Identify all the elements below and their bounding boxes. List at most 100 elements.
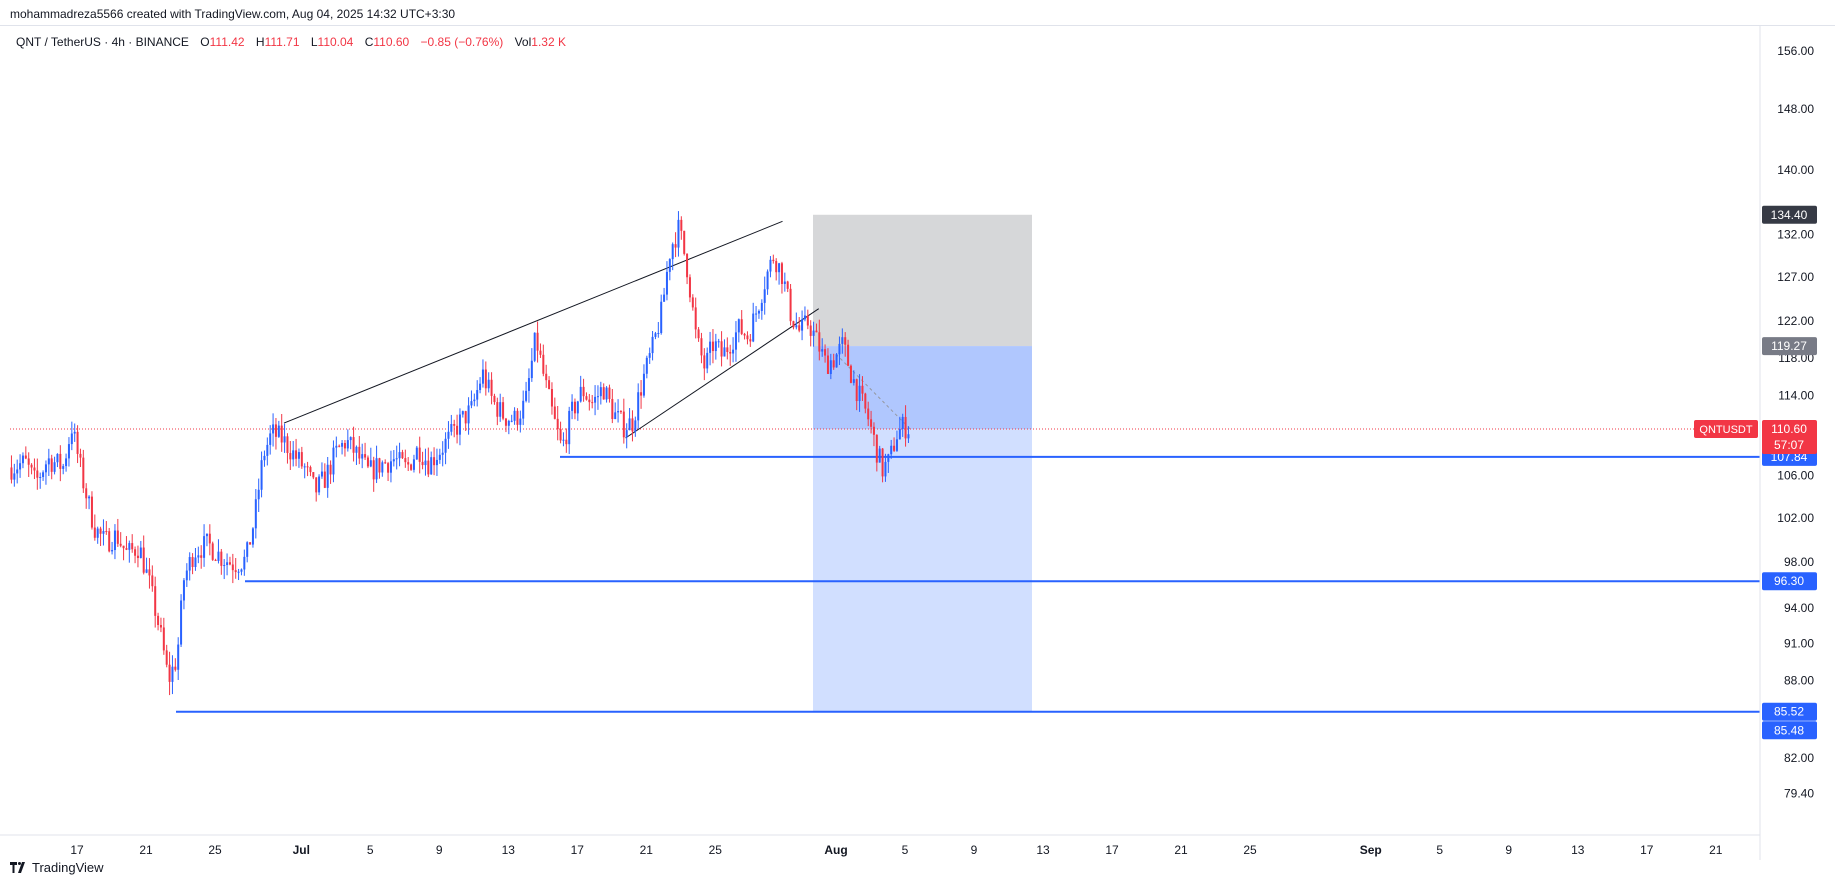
candle-body <box>602 387 605 400</box>
candle-body <box>806 315 809 326</box>
candle-body <box>631 418 634 432</box>
candle-body <box>323 471 326 488</box>
candle-body <box>568 410 571 445</box>
candle-body <box>504 418 507 426</box>
time-axis[interactable]: 17 21 25 Jul 5 9 13 17 21 25 Aug 5 9 13 17 21 25 Sep 5 9 13 1… <box>0 834 1760 857</box>
candle-body <box>674 244 677 248</box>
candle-body <box>47 458 50 465</box>
candle-body <box>783 281 786 284</box>
candle-body <box>266 444 269 456</box>
candle-body <box>835 354 838 368</box>
candle-body <box>895 439 898 451</box>
candle-body <box>320 471 323 477</box>
candle-body <box>231 564 234 571</box>
extra-price-tag: 85.48 <box>1774 723 1804 737</box>
time-tick-label: 17 <box>571 843 585 857</box>
candle-body <box>812 330 815 336</box>
time-tick-label: 5 <box>902 843 909 857</box>
candle-body <box>197 555 200 558</box>
candle-body <box>847 344 850 366</box>
candle-body <box>826 355 829 375</box>
candle-body <box>306 466 309 468</box>
candle-body <box>364 454 367 458</box>
candle-body <box>162 627 165 651</box>
candle-body <box>683 230 686 254</box>
candle-body <box>303 466 306 468</box>
candle-body <box>13 473 16 480</box>
candle-body <box>226 562 229 566</box>
candle-body <box>272 424 275 434</box>
candle-body <box>441 452 444 455</box>
candle-body <box>154 586 157 616</box>
candle-body <box>246 542 249 557</box>
candle-body <box>93 527 96 538</box>
candle-body <box>211 543 214 560</box>
candle-body <box>205 533 208 537</box>
candle-body <box>881 448 884 477</box>
price-tick-label: 102.00 <box>1777 511 1814 525</box>
candle-body <box>369 460 372 467</box>
candle-body <box>829 360 832 375</box>
candle-body <box>349 437 352 441</box>
candle-body <box>352 437 355 453</box>
candle-body <box>660 301 663 334</box>
candle-body <box>335 445 338 448</box>
candle-body <box>769 259 772 272</box>
time-tick-label: 17 <box>1105 843 1119 857</box>
current-price-tag: 110.60 <box>1771 422 1807 436</box>
candle-body <box>56 453 59 463</box>
candle-body <box>249 542 252 545</box>
candle-body <box>867 408 870 420</box>
candle-body <box>507 420 510 426</box>
candle-body <box>720 341 723 357</box>
candle-body <box>361 454 364 459</box>
candle-body <box>277 425 280 437</box>
candle-body <box>450 424 453 432</box>
time-tick-label: 9 <box>1505 843 1512 857</box>
candle-body <box>729 352 732 354</box>
candle-body <box>427 460 430 475</box>
candle-body <box>36 470 39 478</box>
horizontal-levels[interactable] <box>10 428 1760 713</box>
extra-price-tag-bg <box>1762 721 1817 740</box>
price-tick-label: 91.00 <box>1784 636 1814 650</box>
candle-body <box>901 416 904 429</box>
candle-body <box>355 446 358 453</box>
candle-body <box>559 429 562 441</box>
candle-body <box>50 458 53 472</box>
candle-body <box>99 528 102 534</box>
candle-body <box>260 460 263 490</box>
candle-body <box>131 543 134 550</box>
candle-body <box>358 446 361 459</box>
time-tick-label: 25 <box>709 843 723 857</box>
candle-body <box>576 401 579 414</box>
candle-body <box>453 424 456 426</box>
position-tool[interactable] <box>813 214 1032 712</box>
candle-body <box>864 393 867 409</box>
legend-high-label: H <box>255 35 265 49</box>
candle-body <box>119 543 122 546</box>
symbol-legend: QNT / TetherUS · 4h · BINANCE O111.42 H1… <box>16 35 566 49</box>
time-tick-label: 9 <box>971 843 978 857</box>
price-chart[interactable]: 156.00148.00140.00132.00127.00122.00118.… <box>0 26 1835 860</box>
credit-text: mohammadreza5566 created with TradingVie… <box>10 7 456 21</box>
price-tick-label: 88.00 <box>1784 673 1814 687</box>
legend-symbol[interactable]: QNT / TetherUS · 4h · BINANCE <box>16 35 189 49</box>
candle-body <box>329 464 332 475</box>
trendlines[interactable] <box>283 220 911 439</box>
price-tick-label: 106.00 <box>1777 469 1814 483</box>
candle-body <box>214 559 217 561</box>
candle-body <box>447 431 450 439</box>
candle-body <box>740 319 743 334</box>
candle-body <box>79 453 82 458</box>
legend-close: 110.60 <box>373 35 410 49</box>
candle-body <box>582 386 585 397</box>
candle-body <box>395 458 398 460</box>
candle-body <box>898 428 901 440</box>
candle-body <box>680 219 683 231</box>
price-axis[interactable]: 156.00148.00140.00132.00127.00122.00118.… <box>1759 26 1814 860</box>
candle-body <box>70 433 73 445</box>
candle-body <box>30 464 33 468</box>
candle-body <box>300 452 303 467</box>
footer-brand[interactable]: TradingView <box>10 860 104 875</box>
